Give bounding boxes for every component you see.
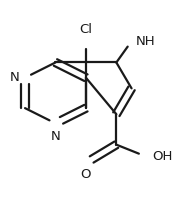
Text: OH: OH [152, 150, 173, 163]
Text: N: N [51, 130, 60, 143]
Text: O: O [81, 168, 91, 181]
Text: Cl: Cl [79, 23, 92, 36]
Text: NH: NH [136, 35, 156, 48]
Text: N: N [10, 71, 20, 84]
